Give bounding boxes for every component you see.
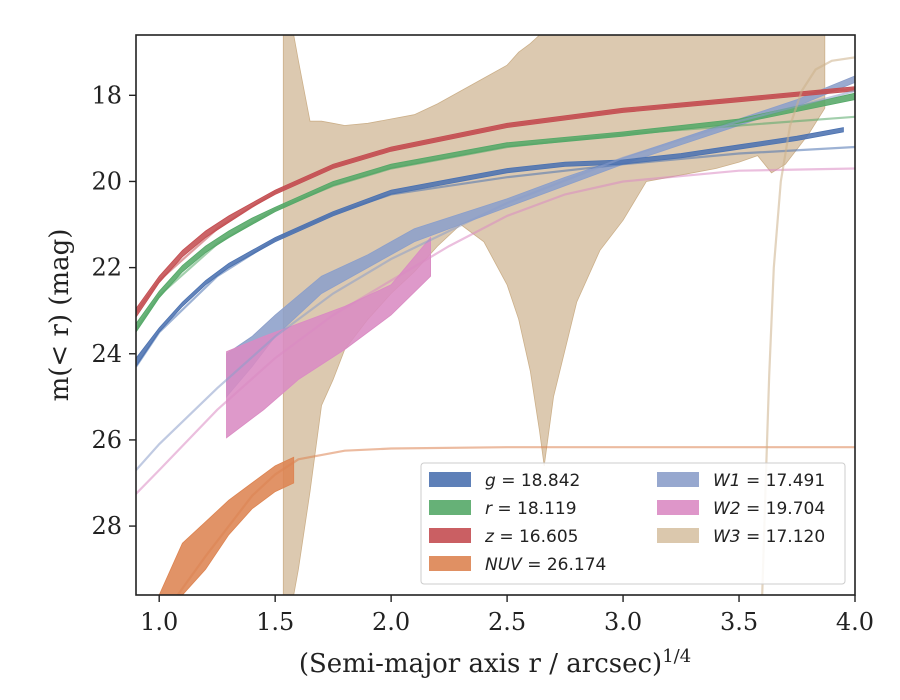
x-tick-label: 3.0 <box>604 608 642 636</box>
y-axis-ticks: 18 20 22 24 26 28 <box>91 81 136 540</box>
model-curve-w3 <box>761 56 855 595</box>
y-tick-label: 20 <box>91 167 122 195</box>
plot-frame <box>135 34 856 596</box>
legend-swatch-g <box>429 472 471 487</box>
uncertainty-bands <box>136 35 855 595</box>
model-curve-w2 <box>136 167 855 495</box>
x-tick-label: 1.0 <box>140 608 178 636</box>
x-axis-ticks: 1.0 1.5 2.0 2.5 3.0 3.5 4.0 <box>140 595 874 636</box>
y-tick-label: 26 <box>91 426 122 454</box>
legend: g = 18.842 r = 18.119 z = 16.605 NUV = 26.1… <box>420 462 846 585</box>
x-tick-label: 4.0 <box>836 608 874 636</box>
model-curve-g <box>136 145 855 368</box>
model-curves <box>136 56 855 595</box>
band-w2 <box>226 236 432 439</box>
y-tick-label: 22 <box>91 254 122 282</box>
legend-label-w2: W2 = 19.704 <box>713 499 825 519</box>
x-tick-label: 3.5 <box>720 608 758 636</box>
y-tick-label: 24 <box>91 340 122 368</box>
legend-swatch-w3 <box>657 528 699 543</box>
legend-label-w1: W1 = 17.491 <box>713 471 825 491</box>
x-axis-title: (Semi-major axis r / arcsec)1/4 <box>299 646 691 679</box>
legend-label-r: r = 18.119 <box>485 499 577 519</box>
legend-label-nuv: NUV = 26.174 <box>485 555 606 575</box>
legend-box <box>420 462 846 585</box>
y-tick-label: 18 <box>91 81 122 109</box>
legend-swatch-r <box>429 500 471 515</box>
y-axis-title: m(< r) (mag) <box>45 229 75 402</box>
x-tick-label: 1.5 <box>256 608 294 636</box>
y-tick-label: 28 <box>91 512 122 540</box>
legend-swatch-w2 <box>657 500 699 515</box>
legend-swatch-nuv <box>429 556 471 571</box>
x-tick-label: 2.5 <box>488 608 526 636</box>
band-nuv <box>158 456 295 595</box>
legend-label-z: z = 16.605 <box>484 527 578 547</box>
legend-label-w3: W3 = 17.120 <box>713 527 825 547</box>
model-curve-z <box>136 87 855 314</box>
band-w1 <box>226 75 855 398</box>
model-curve-w1 <box>136 89 855 471</box>
legend-swatch-w1 <box>657 472 699 487</box>
x-tick-label: 2.0 <box>372 608 410 636</box>
legend-swatch-z <box>429 528 471 543</box>
legend-label-g: g = 18.842 <box>485 471 580 491</box>
model-curve-r <box>136 115 855 331</box>
model-curve-nuv <box>176 446 855 595</box>
